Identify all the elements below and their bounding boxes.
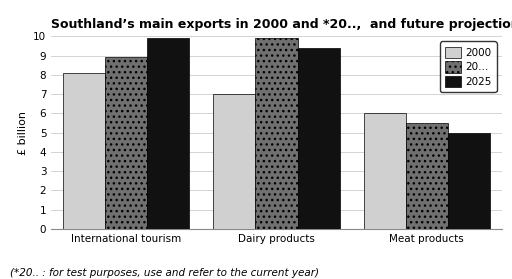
Bar — [364, 113, 406, 229]
Text: (*20.. : for test purposes, use and refer to the current year): (*20.. : for test purposes, use and refe… — [10, 268, 319, 278]
Bar — [63, 73, 105, 229]
Bar — [447, 133, 490, 229]
Bar — [255, 38, 297, 229]
Bar — [214, 94, 255, 229]
Bar — [147, 38, 189, 229]
Bar — [297, 48, 339, 229]
Bar — [105, 57, 147, 229]
Text: Southland’s main exports in 2000 and *20..,  and future projections for 2025: Southland’s main exports in 2000 and *20… — [51, 18, 512, 31]
Legend: 2000, 20..., 2025: 2000, 20..., 2025 — [440, 42, 497, 92]
Y-axis label: £ billion: £ billion — [17, 110, 28, 155]
Bar — [406, 123, 447, 229]
